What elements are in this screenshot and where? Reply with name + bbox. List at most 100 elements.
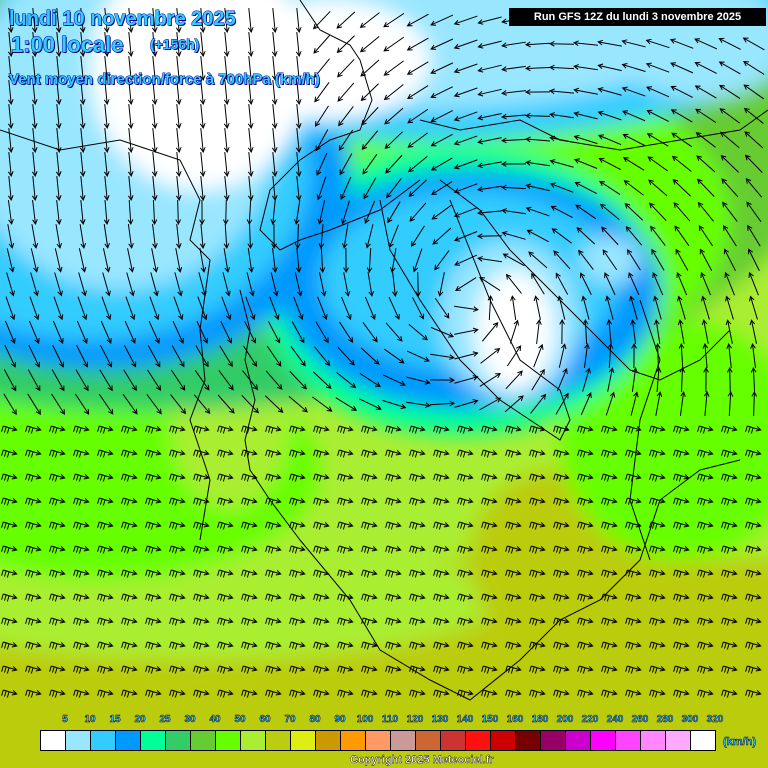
wind-arrow [295,56,302,81]
wind-arrow [697,569,714,578]
wind-arrow [406,61,429,75]
legend-label: 110 [381,714,399,726]
wind-arrow [25,665,42,674]
wind-arrow [359,373,381,388]
wind-arrow [457,617,474,626]
wind-arrow [673,425,690,434]
wind-arrow [434,250,450,271]
wind-arrow [243,345,258,367]
wind-arrow [150,272,159,297]
wind-arrow [199,32,206,57]
wind-arrow [697,545,714,554]
wind-arrow [335,397,358,411]
wind-arrow [25,689,42,698]
wind-arrow [580,392,592,416]
wind-arrow [748,271,759,296]
wind-arrow [360,59,380,77]
wind-arrow [337,425,354,434]
wind-arrow [621,39,646,48]
wind-arrow [481,449,498,458]
wind-arrow [7,128,14,153]
wind-arrow [622,110,646,122]
wind-arrow [289,425,306,434]
wind-arrow [1,521,18,530]
wind-arrow [578,249,594,270]
wind-arrow [553,521,570,530]
wind-arrow [676,271,688,296]
wind-arrow [79,128,86,153]
wind-arrow [433,617,450,626]
wind-arrow [721,449,738,458]
wind-arrow [529,569,546,578]
wind-arrow [649,473,666,482]
wind-arrow [220,320,232,344]
wind-arrow [290,346,306,367]
wind-arrow [649,521,666,530]
wind-arrow [314,82,330,103]
wind-arrow [319,247,326,274]
wind-arrow [477,16,502,25]
wind-arrow [625,521,642,530]
wind-arrow [649,202,667,222]
wind-arrow [505,473,522,482]
wind-arrow [73,593,90,602]
wind-arrow [170,394,187,415]
wind-arrow [145,569,162,578]
wind-arrow [244,321,257,344]
wind-arrow [625,593,642,602]
wind-arrow [385,154,403,174]
wind-arrow [557,295,566,320]
legend-swatch [341,731,366,750]
legend-swatch [516,731,541,750]
wind-arrow [509,319,520,344]
wind-arrow [430,14,454,26]
wind-arrow [477,185,502,192]
wind-arrow [533,295,541,320]
legend-swatch [616,731,641,750]
wind-arrow [103,56,110,81]
wind-arrow [97,569,114,578]
wind-arrow [549,112,574,119]
wind-arrow [597,87,622,96]
wind-arrow [549,135,574,143]
wind-arrow [103,8,110,33]
wind-arrow [223,104,230,129]
wind-arrow [433,473,450,482]
wind-arrow [170,369,186,391]
wind-arrow [433,449,450,458]
wind-arrow [505,617,522,626]
wind-arrow [577,425,594,434]
wind-arrow [651,248,665,271]
wind-arrow [55,176,62,201]
wind-arrow [385,322,403,342]
wind-arrow [386,178,402,199]
wind-arrow [103,128,110,153]
wind-arrow [217,569,234,578]
wind-arrow [97,617,114,626]
wind-arrow [361,617,378,626]
wind-arrow [5,296,16,321]
wind-arrow [454,277,477,292]
wind-arrow [271,32,278,57]
wind-arrow [747,248,760,271]
wind-arrow [505,521,522,530]
wind-arrow [721,593,738,602]
wind-arrow [697,521,714,530]
wind-arrow [31,8,38,33]
wind-arrow [49,641,66,650]
wind-arrow [193,641,210,650]
wind-arrow [79,56,86,81]
wind-arrow [124,320,136,344]
wind-arrow [720,131,740,149]
wind-arrow [312,10,331,30]
wind-arrow [553,425,570,434]
wind-arrow [313,617,330,626]
wind-arrow [625,641,642,650]
wind-arrow [649,545,666,554]
wind-arrow [175,199,182,226]
wind-arrow [500,161,527,167]
wind-arrow [127,199,134,226]
wind-arrow [175,32,182,57]
forecast-date: lundi 10 novembre 2025 [9,8,237,31]
wind-arrow [392,272,398,297]
